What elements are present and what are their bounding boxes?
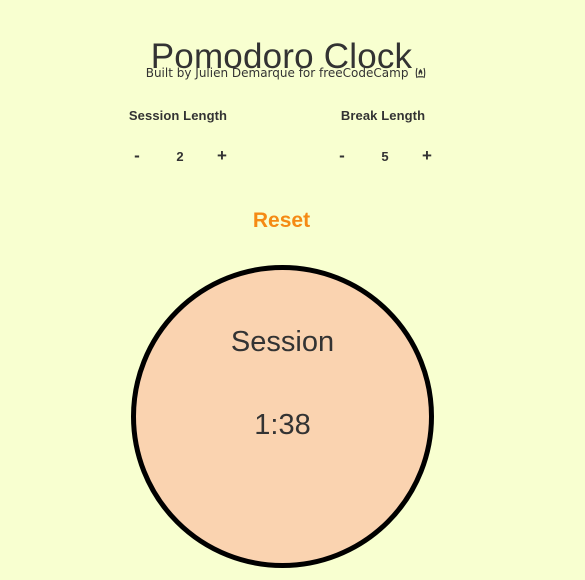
app-title: Pomodoro Clock [150,37,413,77]
break-length-value: 5 [381,149,389,164]
break-length-control: Break Length - 5 + [308,108,458,165]
break-increment-button[interactable]: + [422,146,432,165]
session-length-value: 2 [176,149,184,164]
subtitle-text: Built by Julien Demarque for freeCodeCam… [145,66,409,80]
session-decrement-button[interactable]: - [134,146,140,165]
subtitle: Built by Julien Demarque for freeCodeCam… [0,66,573,82]
timer-countdown: 1:38 [254,409,311,441]
break-length-label: Break Length [340,108,426,123]
break-length-controls: - 5 + [308,146,458,166]
session-length-controls: - 2 + [103,146,253,166]
break-decrement-button[interactable]: - [339,146,345,165]
fire-icon[interactable] [414,67,427,82]
session-increment-button[interactable]: + [217,146,227,165]
session-length-control: Session Length - 2 + [103,108,253,165]
timer-mode-label: Session [230,326,335,358]
reset-button[interactable]: Reset [252,209,311,232]
timer-clock[interactable]: Session 1:38 [131,265,434,568]
session-length-label: Session Length [128,108,228,123]
